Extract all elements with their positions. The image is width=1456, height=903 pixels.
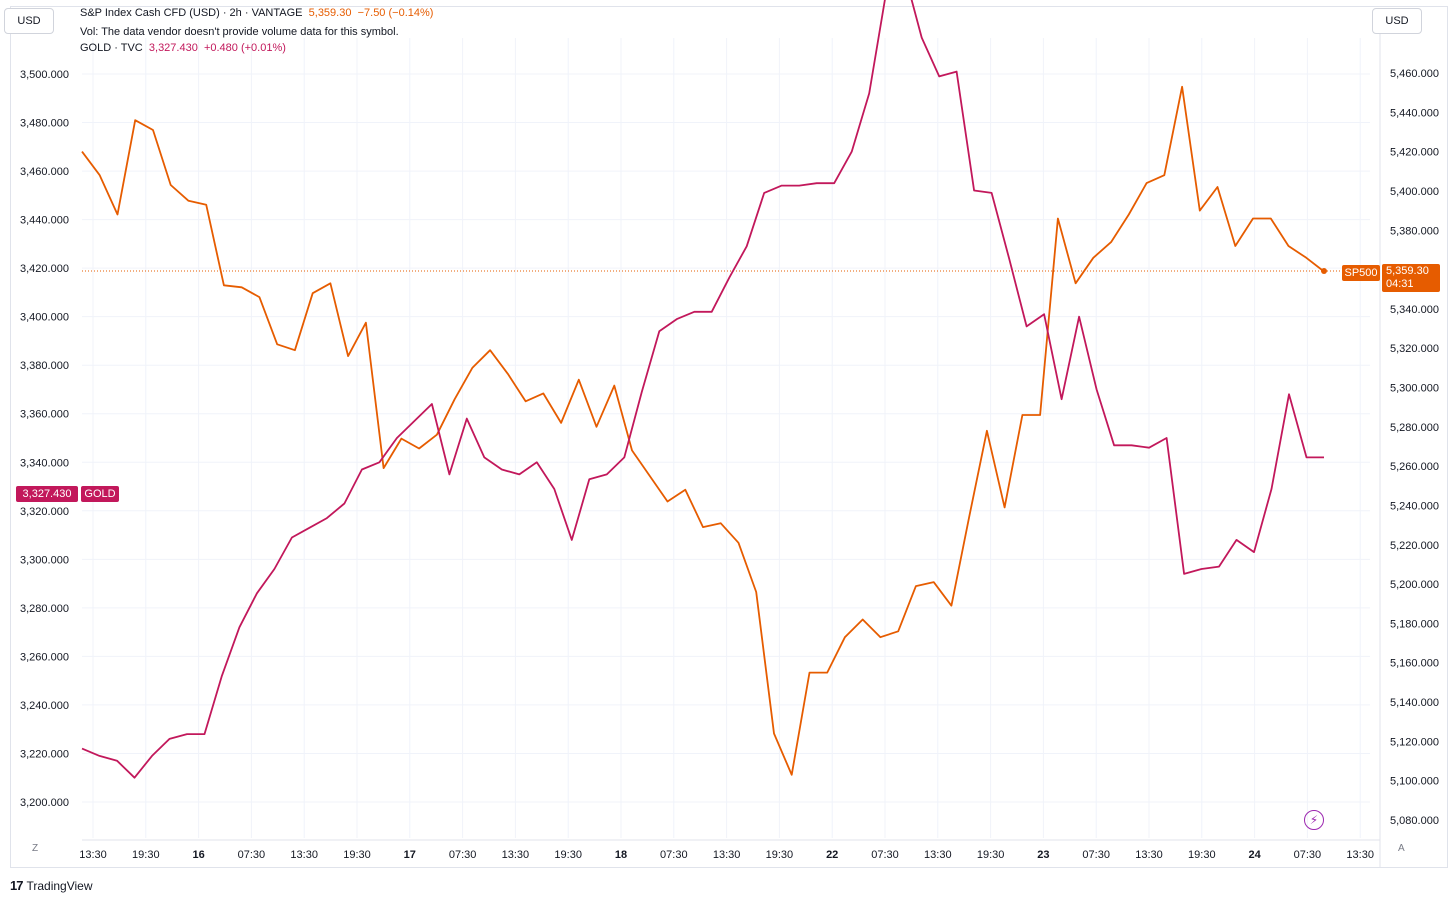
x-tick-label: 19:30 [1188,849,1216,861]
x-tick-label: 19:30 [343,849,371,861]
left-axis-tick-label: 3,460.000 [20,166,69,178]
chart-frame [10,6,1448,868]
right-axis-tick-label: 5,140.000 [1390,697,1439,709]
x-tick-label: 07:30 [871,849,899,861]
currency-left-button[interactable]: USD [4,8,54,34]
x-tick-label: 23 [1037,849,1049,861]
left-axis-tick-label: 3,300.000 [20,554,69,566]
x-tick-label: 07:30 [449,849,477,861]
tradingview-logo-icon: 17 [10,878,24,893]
x-tick-label: 19:30 [977,849,1005,861]
right-axis-tick-label: 5,300.000 [1390,383,1439,395]
left-axis-tick-label: 3,480.000 [20,118,69,130]
legend-gold-change: +0.480 (+0.01%) [203,42,286,54]
x-tick-label: 17 [404,849,416,861]
right-axis-tick-label: 5,380.000 [1390,225,1439,237]
x-tick-label: 24 [1248,849,1261,861]
left-axis-tick-label: 3,400.000 [20,312,69,324]
right-axis-tick-label: 5,280.000 [1390,422,1439,434]
x-tick-label: 07:30 [660,849,688,861]
right-axis-tick-label: 5,340.000 [1390,304,1439,316]
legend-sp500-price: 5,359.30 [308,7,352,19]
x-tick-label: 13:30 [924,849,952,861]
left-axis-tick-label: 3,420.000 [20,263,69,275]
right-axis-tick-label: 5,080.000 [1390,815,1439,827]
x-tick-label: 13:30 [1346,849,1374,861]
legend-sp500-change: −7.50 (−0.14%) [357,7,434,19]
x-tick-label: 19:30 [554,849,582,861]
right-axis-tick-label: 5,100.000 [1390,776,1439,788]
tradingview-name: TradingView [26,878,93,893]
x-tick-label: 18 [615,849,627,861]
x-tick-label: 07:30 [238,849,266,861]
legend-gold-symbol: GOLD · TVC [80,42,143,54]
right-axis-tick-label: 5,240.000 [1390,500,1439,512]
right-axis-tick-label: 5,440.000 [1390,107,1439,119]
sp500-price-tag-value: 5,359.30 [1386,265,1429,277]
gold-series-tag: GOLD [81,486,119,502]
left-axis-tick-label: 3,240.000 [20,700,69,712]
auto-scale-a-button[interactable]: A [1398,843,1405,854]
right-axis-tick-label: 5,400.000 [1390,186,1439,198]
left-axis-tick-label: 3,320.000 [20,506,69,518]
left-axis-tick-label: 3,360.000 [20,409,69,421]
timezone-z-button[interactable]: Z [32,843,39,854]
legend-gold[interactable]: GOLD · TVC 3,327.430 +0.480 (+0.01%) [80,42,286,54]
sp500-price-tag: 5,359.30 04:31 [1382,264,1440,292]
legend-sp500-symbol: S&P Index Cash CFD (USD) · 2h · VANTAGE [80,7,303,19]
left-axis-tick-label: 3,440.000 [20,215,69,227]
series-line-gold [81,0,1324,779]
gold-price-tag: 3,327.430 [16,486,78,502]
sp500-last-point [1321,267,1327,274]
right-axis-tick-label: 5,420.000 [1390,147,1439,159]
left-axis-tick-label: 3,380.000 [20,360,69,372]
x-tick-label: 13:30 [502,849,530,861]
right-axis-tick-label: 5,460.000 [1390,68,1439,80]
sp500-series-tag: SP500 [1342,265,1380,281]
right-axis-tick-label: 5,120.000 [1390,736,1439,748]
left-axis-tick-label: 3,220.000 [20,748,69,760]
right-axis-tick-label: 5,160.000 [1390,658,1439,670]
left-axis-tick-label: 3,260.000 [20,651,69,663]
x-tick-label: 07:30 [1294,849,1322,861]
right-axis-tick-label: 5,200.000 [1390,579,1439,591]
x-tick-label: 13:30 [290,849,318,861]
right-axis-tick-label: 5,320.000 [1390,343,1439,355]
left-axis-tick-label: 3,340.000 [20,457,69,469]
legend-gold-price: 3,327.430 [148,42,198,54]
bolt-icon[interactable]: ⚡ [1304,810,1324,830]
right-axis-tick-label: 5,220.000 [1390,540,1439,552]
currency-right-button[interactable]: USD [1372,8,1422,34]
x-tick-label: 13:30 [713,849,741,861]
x-tick-label: 16 [192,849,204,861]
legend-sp500[interactable]: S&P Index Cash CFD (USD) · 2h · VANTAGE … [80,7,433,19]
tradingview-brand[interactable]: 17 TradingView [10,878,93,893]
left-axis-tick-label: 3,200.000 [20,797,69,809]
x-tick-label: 07:30 [1082,849,1110,861]
x-tick-label: 13:30 [1135,849,1163,861]
right-axis-tick-label: 5,180.000 [1390,618,1439,630]
sp500-countdown: 04:31 [1386,278,1414,290]
left-axis-tick-label: 3,280.000 [20,603,69,615]
series-line-sp500 [81,85,1325,776]
x-tick-label: 22 [826,849,838,861]
x-tick-label: 19:30 [132,849,160,861]
left-axis-tick-label: 3,500.000 [20,69,69,81]
x-tick-label: 19:30 [766,849,794,861]
right-axis-tick-label: 5,260.000 [1390,461,1439,473]
legend-volume-note: Vol: The data vendor doesn't provide vol… [80,26,399,38]
x-tick-label: 13:30 [79,849,107,861]
